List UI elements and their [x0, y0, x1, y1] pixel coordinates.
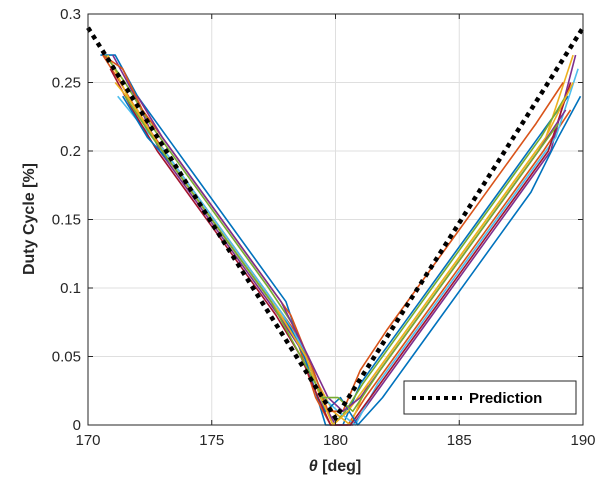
x-tick-label: 185: [447, 432, 472, 449]
prediction-line-group: [86, 26, 585, 423]
prediction-line: [86, 26, 585, 423]
y-tick-label: 0.1: [60, 280, 81, 297]
x-tick-label: 175: [199, 432, 224, 449]
y-tick-label: 0.3: [60, 6, 81, 23]
axis-ticks: 170 175 180 185 190 0 0.05 0.1 0.15 0.2 0.25 0.3: [52, 6, 596, 449]
legend-prediction-label: Prediction: [469, 390, 542, 407]
x-tick-label: 180: [323, 432, 348, 449]
legend-box: [403, 380, 577, 415]
y-tick-label: 0.15: [52, 212, 81, 229]
y-tick-label: 0.25: [52, 75, 81, 92]
legend: Prediction: [403, 380, 577, 415]
x-axis-label-text: [deg]: [318, 458, 362, 475]
x-axis-label: θ [deg]: [309, 458, 361, 475]
y-tick-label: 0: [73, 417, 81, 434]
y-tick-label: 0.05: [52, 349, 81, 366]
x-tick-label: 190: [570, 432, 595, 449]
y-tick-label: 0.2: [60, 143, 81, 160]
y-axis-label: Duty Cycle [%]: [21, 163, 38, 275]
x-tick-label: 170: [75, 432, 100, 449]
x-axis-label-symbol: θ: [309, 458, 318, 475]
